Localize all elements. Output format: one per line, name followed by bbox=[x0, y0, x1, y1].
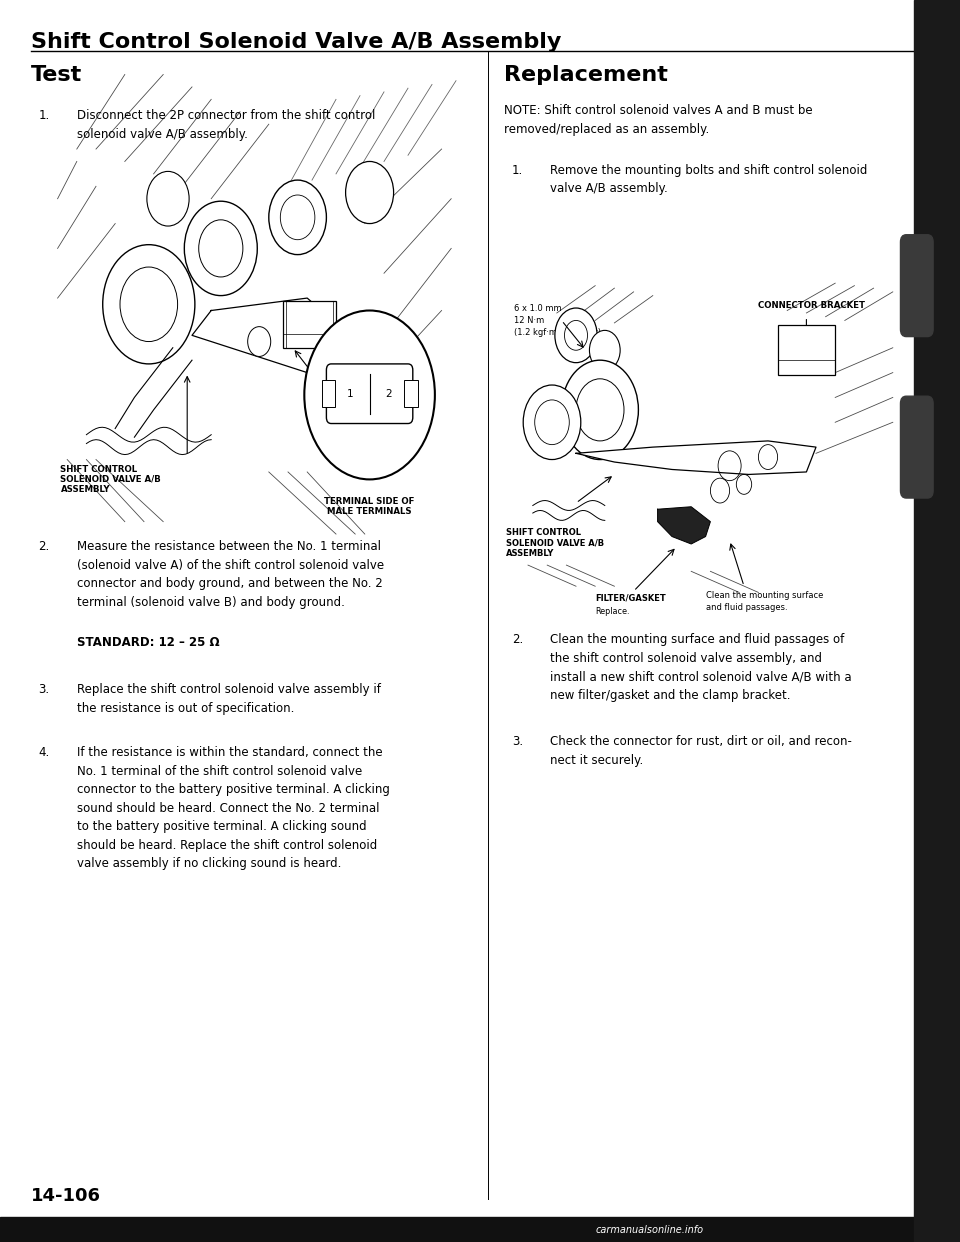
FancyBboxPatch shape bbox=[326, 364, 413, 424]
Circle shape bbox=[184, 201, 257, 296]
Text: 1.: 1. bbox=[38, 109, 50, 122]
Text: FILTER/GASKET: FILTER/GASKET bbox=[595, 594, 666, 602]
Circle shape bbox=[589, 330, 620, 370]
FancyBboxPatch shape bbox=[778, 325, 835, 375]
Text: 4.: 4. bbox=[38, 746, 50, 759]
Circle shape bbox=[523, 385, 581, 460]
Text: Replace.: Replace. bbox=[595, 607, 630, 616]
Text: CONNECTOR BRACKET: CONNECTOR BRACKET bbox=[758, 301, 865, 309]
Text: 1.: 1. bbox=[512, 164, 523, 176]
Circle shape bbox=[562, 360, 638, 460]
Bar bbox=[914, 0, 960, 1242]
Text: 2.: 2. bbox=[38, 540, 50, 553]
Circle shape bbox=[269, 180, 326, 255]
Text: Replace the shift control solenoid valve assembly if
the resistance is out of sp: Replace the shift control solenoid valve… bbox=[77, 683, 381, 714]
Text: SHIFT CONTROL
SOLENOID VALVE A/B
ASSEMBLY: SHIFT CONTROL SOLENOID VALVE A/B ASSEMBL… bbox=[506, 528, 604, 558]
Text: 3.: 3. bbox=[512, 735, 523, 748]
Bar bbox=[283, 301, 336, 348]
Circle shape bbox=[147, 171, 189, 226]
Text: 6 x 1.0 mm
12 N·m
(1.2 kgf·m, 8.7 lbf·ft): 6 x 1.0 mm 12 N·m (1.2 kgf·m, 8.7 lbf·ft… bbox=[514, 304, 601, 337]
FancyBboxPatch shape bbox=[900, 396, 933, 498]
Bar bbox=[322, 380, 335, 407]
Text: Remove the mounting bolts and shift control solenoid
valve A/B assembly.: Remove the mounting bolts and shift cont… bbox=[550, 164, 868, 195]
Circle shape bbox=[555, 308, 597, 363]
Text: Check the connector for rust, dirt or oil, and recon-
nect it securely.: Check the connector for rust, dirt or oi… bbox=[550, 735, 852, 766]
FancyBboxPatch shape bbox=[900, 235, 933, 337]
Text: TERMINAL SIDE OF
MALE TERMINALS: TERMINAL SIDE OF MALE TERMINALS bbox=[324, 497, 415, 517]
Polygon shape bbox=[576, 441, 816, 474]
Circle shape bbox=[103, 245, 195, 364]
Text: 1: 1 bbox=[348, 389, 353, 399]
Polygon shape bbox=[658, 507, 710, 544]
Text: SHIFT CONTROL
SOLENOID VALVE A/B
ASSEMBLY: SHIFT CONTROL SOLENOID VALVE A/B ASSEMBL… bbox=[60, 465, 161, 494]
Text: Measure the resistance between the No. 1 terminal
(solenoid valve A) of the shif: Measure the resistance between the No. 1… bbox=[77, 540, 384, 609]
Text: Disconnect the 2P connector from the shift control
solenoid valve A/B assembly.: Disconnect the 2P connector from the shi… bbox=[77, 109, 375, 140]
Text: 3.: 3. bbox=[38, 683, 50, 696]
Circle shape bbox=[346, 161, 394, 224]
Text: If the resistance is within the standard, connect the
No. 1 terminal of the shif: If the resistance is within the standard… bbox=[77, 746, 390, 871]
Bar bbox=[0, 1217, 914, 1242]
Text: 14-106: 14-106 bbox=[31, 1187, 101, 1205]
Circle shape bbox=[304, 310, 435, 479]
Text: carmanualsonline.info: carmanualsonline.info bbox=[595, 1225, 704, 1235]
Bar bbox=[404, 380, 418, 407]
Text: 2: 2 bbox=[386, 389, 392, 399]
Text: Clean the mounting surface and fluid passages of
the shift control solenoid valv: Clean the mounting surface and fluid pas… bbox=[550, 633, 852, 702]
Text: 2.: 2. bbox=[512, 633, 523, 646]
Text: Replacement: Replacement bbox=[504, 65, 668, 84]
Text: STANDARD: 12 – 25 Ω: STANDARD: 12 – 25 Ω bbox=[77, 636, 220, 648]
Text: Clean the mounting surface
and fluid passages.: Clean the mounting surface and fluid pas… bbox=[706, 591, 823, 612]
Circle shape bbox=[248, 327, 271, 356]
Text: Shift Control Solenoid Valve A/B Assembly: Shift Control Solenoid Valve A/B Assembl… bbox=[31, 32, 561, 52]
Text: NOTE: Shift control solenoid valves A and B must be
removed/replaced as an assem: NOTE: Shift control solenoid valves A an… bbox=[504, 104, 812, 135]
Text: Test: Test bbox=[31, 65, 82, 84]
